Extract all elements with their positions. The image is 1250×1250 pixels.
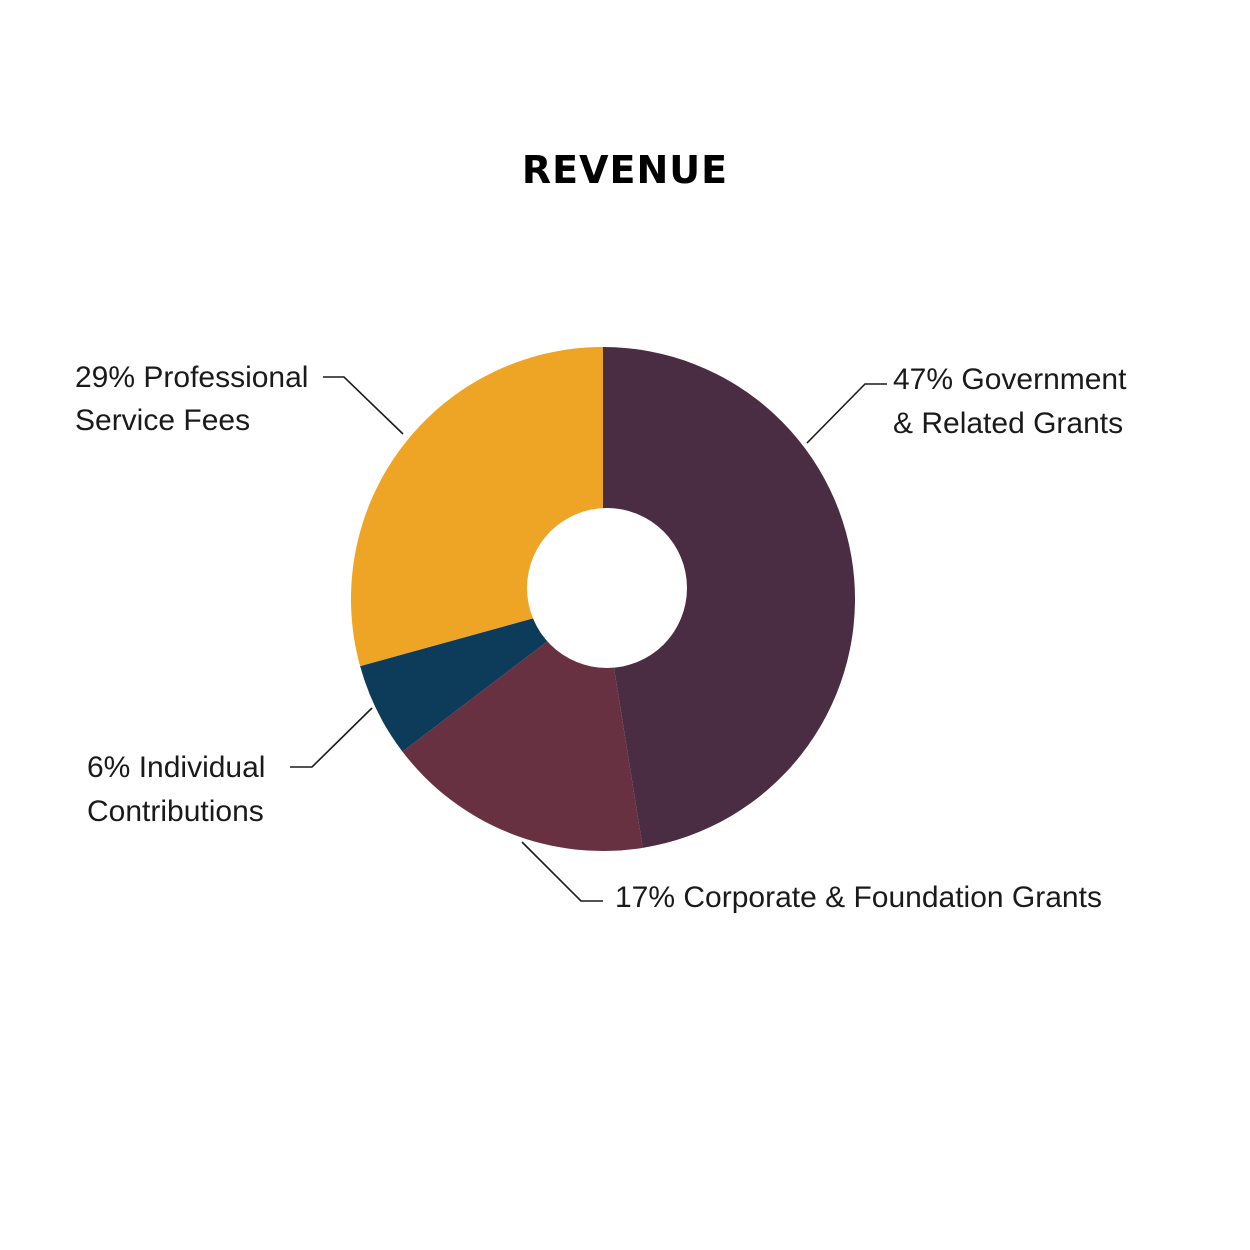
slice-label-government-line-2: & Related Grants [893,407,1123,440]
slice-label-individual-line-1: 6% Individual [87,751,265,784]
slice-government [603,347,856,848]
slice-label-corporate: 17% Corporate & Foundation Grants [615,881,1102,914]
slice-label-individual: 6% Individual Contributions [87,751,274,828]
leader-line-individual [290,707,373,768]
leader-line-government [806,383,887,444]
donut-hole [527,508,687,668]
slice-label-government: 47% Government & Related Grants [893,363,1135,440]
leader-line-professional [323,376,404,435]
chart-title: REVENUE [521,148,729,192]
slice-label-professional-line-2: Service Fees [75,404,250,437]
slice-individual [360,599,603,752]
slice-label-corporate-line-1: 17% Corporate & Foundation Grants [615,881,1102,914]
slice-label-individual-line-2: Contributions [87,795,264,828]
slice-label-professional: 29% Professional Service Fees [75,361,317,437]
leader-line-corporate [521,841,603,902]
slice-label-government-line-1: 47% Government [893,363,1127,396]
slice-label-professional-line-1: 29% Professional [75,361,308,394]
